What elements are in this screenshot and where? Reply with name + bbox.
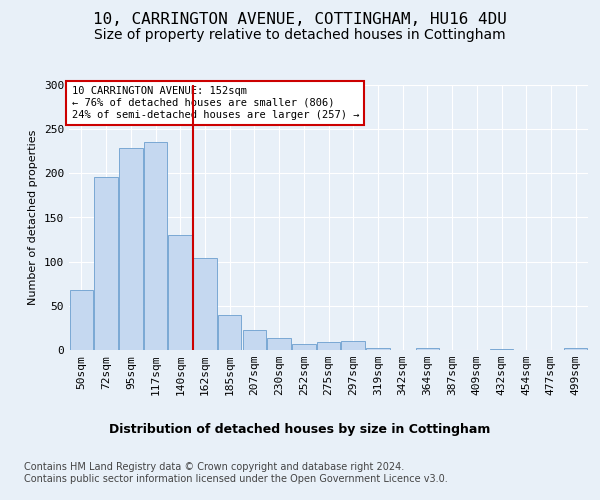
Text: 10, CARRINGTON AVENUE, COTTINGHAM, HU16 4DU: 10, CARRINGTON AVENUE, COTTINGHAM, HU16 …: [93, 12, 507, 28]
Bar: [268, 338, 291, 350]
Bar: [564, 348, 587, 350]
Bar: [193, 258, 217, 350]
Bar: [119, 148, 143, 350]
Bar: [144, 142, 167, 350]
Bar: [317, 342, 340, 350]
Text: Contains HM Land Registry data © Crown copyright and database right 2024.
Contai: Contains HM Land Registry data © Crown c…: [24, 462, 448, 484]
Bar: [70, 290, 93, 350]
Bar: [169, 235, 192, 350]
Bar: [366, 348, 389, 350]
Bar: [490, 349, 513, 350]
Y-axis label: Number of detached properties: Number of detached properties: [28, 130, 38, 305]
Text: Size of property relative to detached houses in Cottingham: Size of property relative to detached ho…: [94, 28, 506, 42]
Text: 10 CARRINGTON AVENUE: 152sqm
← 76% of detached houses are smaller (806)
24% of s: 10 CARRINGTON AVENUE: 152sqm ← 76% of de…: [71, 86, 359, 120]
Bar: [341, 341, 365, 350]
Bar: [416, 348, 439, 350]
Bar: [292, 344, 316, 350]
Text: Distribution of detached houses by size in Cottingham: Distribution of detached houses by size …: [109, 422, 491, 436]
Bar: [218, 314, 241, 350]
Bar: [94, 177, 118, 350]
Bar: [242, 330, 266, 350]
